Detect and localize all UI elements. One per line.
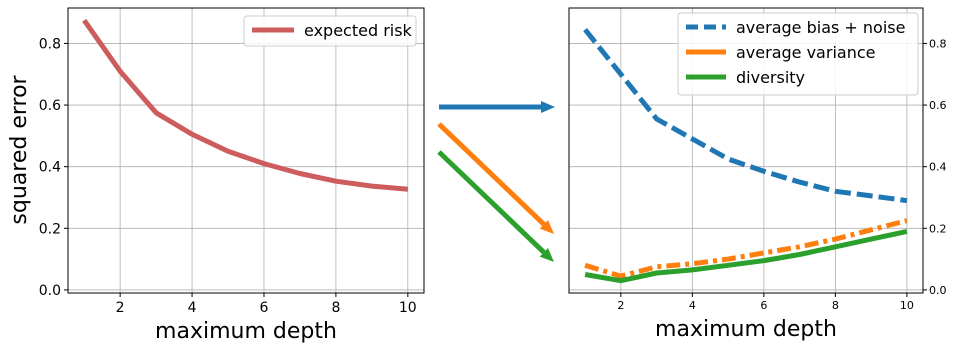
left-x-axis-label: maximum depth: [155, 319, 337, 344]
right-x-axis-label: maximum depth: [655, 317, 837, 342]
arrow-green-head: [539, 247, 554, 262]
legend-label: average variance: [736, 43, 875, 62]
x-tick-label: 2: [617, 299, 624, 312]
y-tick-label: 0.0: [39, 283, 61, 299]
x-tick-label: 4: [188, 300, 197, 316]
y-tick-label: 0.2: [39, 221, 61, 237]
x-tick-label: 8: [832, 299, 839, 312]
y-tick-label: 0.8: [929, 37, 947, 50]
left-legend: expected risk: [243, 15, 417, 47]
arrow-blue-head: [541, 101, 555, 113]
left-plot-frame: [67, 7, 425, 294]
x-tick-label: 4: [689, 299, 696, 312]
y-tick-label: 0.2: [929, 222, 947, 235]
arrow-green-shaft: [437, 150, 546, 255]
connecting-arrows: [437, 101, 555, 262]
x-tick-label: 10: [399, 300, 417, 316]
legend-label: expected risk: [304, 21, 413, 40]
left-series: [82, 18, 409, 192]
x-tick-label: 2: [116, 300, 125, 316]
right-ticks: 2 4 6 8 10 0.0 0.2 0.4 0.6 0.8: [617, 37, 946, 312]
x-tick-label: 6: [760, 299, 767, 312]
right-legend: average bias + noise average variance dive…: [677, 12, 919, 96]
left-ticks: 2 4 6 8 10 0.0 0.2 0.4 0.6 0.8: [39, 36, 417, 316]
series-line-diversity: [584, 228, 908, 284]
y-tick-label: 0.6: [39, 98, 61, 114]
right-plot-frame: [568, 7, 924, 294]
left-grid: [68, 8, 424, 293]
legend-box: [677, 12, 919, 96]
right-series: [583, 28, 908, 284]
arrow-orange-shaft: [437, 122, 546, 227]
arrow-orange-head: [539, 219, 554, 234]
x-tick-label: 6: [260, 300, 269, 316]
series-line-expected-risk: [82, 18, 409, 192]
right-chart: 2 4 6 8 10 0.0 0.2 0.4 0.6 0.8 maximum depth aver…: [568, 7, 947, 342]
legend-label: average bias + noise: [736, 18, 905, 37]
series-line-average-variance: [584, 218, 908, 279]
legend-box: [243, 15, 417, 47]
left-chart: 2 4 6 8 10 0.0 0.2 0.4 0.6 0.8 maximum depth squa…: [7, 7, 425, 344]
y-tick-label: 0.8: [39, 36, 61, 52]
y-tick-label: 0.4: [929, 161, 947, 174]
y-tick-label: 0.6: [929, 99, 947, 112]
left-y-axis-label: squared error: [7, 74, 32, 224]
legend-label: diversity: [736, 68, 805, 87]
x-tick-label: 8: [331, 300, 340, 316]
x-tick-label: 10: [900, 299, 914, 312]
y-tick-label: 0.4: [39, 160, 61, 176]
y-tick-label: 0.0: [929, 284, 947, 297]
